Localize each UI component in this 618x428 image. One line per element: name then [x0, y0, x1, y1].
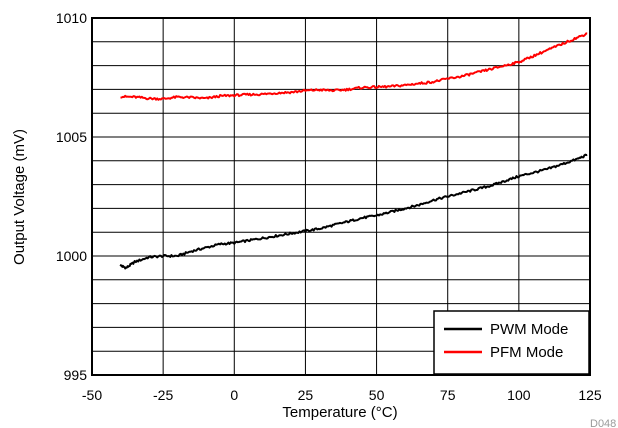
legend-label-pwm-mode: PWM Mode [490, 321, 568, 338]
y-tick-label: 1005 [56, 129, 87, 145]
y-axis-label: Output Voltage (mV) [11, 129, 28, 265]
x-tick-label: -25 [153, 387, 173, 403]
x-axis-label: Temperature (°C) [282, 404, 397, 421]
x-tick-label: 25 [298, 387, 314, 403]
y-axis-ticks: 995 1000 1005 1010 [56, 10, 87, 383]
series-line-pwm-mode [119, 153, 588, 270]
x-axis-ticks: -50 -25 0 25 50 75 100 125 [82, 387, 602, 403]
y-tick-label: 995 [64, 367, 88, 383]
series-layer [119, 32, 588, 270]
x-tick-label: 75 [440, 387, 456, 403]
plot-area [91, 17, 591, 376]
figure-code: D048 [590, 418, 616, 428]
x-tick-label: 100 [507, 387, 531, 403]
y-tick-label: 1010 [56, 10, 87, 26]
x-tick-label: -50 [82, 387, 102, 403]
series-line-pfm-mode [120, 32, 588, 101]
x-tick-label: 0 [230, 387, 238, 403]
legend-box [433, 310, 590, 375]
x-tick-label: 125 [578, 387, 602, 403]
legend-label-pfm-mode: PFM Mode [490, 344, 563, 361]
legend: PWM Mode PFM Mode [433, 310, 590, 375]
x-tick-label: 50 [369, 387, 385, 403]
y-tick-label: 1000 [56, 248, 87, 264]
